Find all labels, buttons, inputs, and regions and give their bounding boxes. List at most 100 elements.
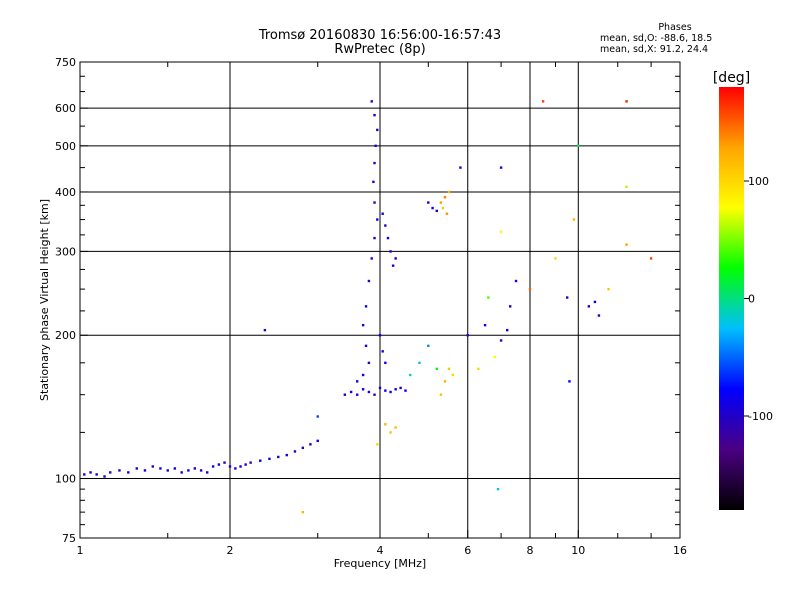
- data-point: [239, 465, 242, 468]
- data-points: [83, 100, 653, 514]
- data-point: [554, 257, 557, 260]
- data-point: [223, 461, 226, 464]
- data-point: [597, 314, 601, 317]
- data-point: [565, 296, 569, 299]
- data-point: [514, 279, 518, 283]
- data-point: [364, 344, 368, 348]
- data-point: [301, 510, 305, 514]
- data-point: [118, 469, 121, 472]
- y-tick-label: 600: [55, 102, 76, 115]
- data-point: [376, 128, 379, 132]
- data-point: [577, 144, 580, 148]
- phase-header: Phases: [658, 22, 692, 33]
- data-point: [373, 113, 376, 117]
- data-point: [505, 328, 509, 332]
- data-point: [389, 431, 392, 434]
- x-tick-labels: 1 2 4 6 8 10 16: [77, 530, 687, 557]
- data-point: [364, 305, 368, 308]
- data-point: [373, 201, 376, 204]
- data-point: [372, 180, 375, 184]
- chart-subtitle: RwPretec (8p): [334, 42, 426, 57]
- x-tick-label: 1: [77, 544, 84, 557]
- data-point: [135, 467, 138, 470]
- data-point: [370, 100, 373, 103]
- x-tick-label: 2: [227, 544, 234, 557]
- data-point: [625, 185, 628, 189]
- data-point: [367, 390, 371, 394]
- data-point: [285, 453, 288, 457]
- data-point: [649, 257, 653, 260]
- data-point: [499, 230, 503, 233]
- data-point: [477, 367, 480, 371]
- data-point: [373, 161, 376, 165]
- data-point: [496, 487, 500, 491]
- data-point: [127, 471, 130, 474]
- data-point: [394, 388, 397, 391]
- data-point: [381, 350, 384, 353]
- data-point: [378, 386, 382, 390]
- data-point: [378, 334, 382, 337]
- data-point: [151, 465, 155, 468]
- data-point: [386, 236, 390, 240]
- phase-x-stats: mean, sd,X: 91.2, 24.4: [600, 44, 709, 55]
- data-point: [349, 390, 353, 394]
- data-point: [361, 373, 365, 377]
- y-tick-label: 75: [62, 532, 76, 545]
- data-point: [389, 390, 392, 394]
- data-point: [263, 328, 267, 332]
- data-point: [439, 201, 443, 204]
- x-tick-label: 16: [673, 544, 687, 557]
- data-point: [109, 471, 112, 474]
- data-point: [373, 236, 376, 240]
- data-point: [593, 300, 597, 304]
- y-tick-label: 500: [55, 140, 76, 153]
- data-point: [309, 443, 312, 446]
- data-point: [361, 323, 365, 327]
- data-point: [459, 166, 462, 169]
- data-point: [625, 100, 628, 103]
- data-point: [166, 469, 169, 472]
- data-point: [435, 209, 438, 213]
- data-point: [228, 465, 232, 468]
- data-point: [355, 380, 359, 383]
- x-tick-label: 8: [527, 544, 534, 557]
- y-tick-label: 200: [55, 329, 76, 342]
- data-point: [89, 471, 92, 474]
- data-point: [447, 367, 451, 371]
- data-point: [199, 469, 203, 472]
- data-point: [528, 287, 532, 291]
- minor-ticks: [80, 62, 680, 538]
- data-point: [384, 423, 387, 426]
- data-point: [568, 380, 571, 383]
- y-axis-label: Stationary phase Virtual Height [km]: [38, 199, 51, 401]
- data-point: [493, 355, 497, 359]
- data-point: [431, 206, 434, 210]
- data-point: [367, 279, 371, 283]
- data-point: [159, 467, 162, 470]
- phase-o-stats: mean, sd,O: -88.6, 18.5: [600, 33, 713, 44]
- data-point: [361, 388, 365, 391]
- colorbar-tick-label: 100: [748, 175, 769, 188]
- y-tick-label: 300: [55, 245, 76, 258]
- colorbar-ticks: 100 0 -100: [744, 175, 773, 423]
- y-tick-label: 400: [55, 186, 76, 199]
- x-tick-label: 10: [571, 544, 585, 557]
- data-point: [541, 100, 545, 103]
- data-point: [483, 323, 487, 327]
- data-point: [389, 250, 392, 253]
- data-point: [187, 469, 190, 472]
- grid-lines: [80, 62, 680, 538]
- data-point: [259, 459, 262, 462]
- y-tick-labels: 75 100 200 300 400 500 600 750: [55, 56, 88, 545]
- data-point: [466, 334, 469, 337]
- data-point: [205, 471, 209, 474]
- data-point: [217, 463, 221, 466]
- data-point: [508, 305, 512, 308]
- x-tick-label: 4: [377, 544, 384, 557]
- data-point: [391, 264, 395, 267]
- data-point: [268, 457, 271, 461]
- data-point: [384, 389, 387, 392]
- data-point: [409, 373, 412, 377]
- data-point: [103, 475, 106, 478]
- data-point: [572, 218, 576, 221]
